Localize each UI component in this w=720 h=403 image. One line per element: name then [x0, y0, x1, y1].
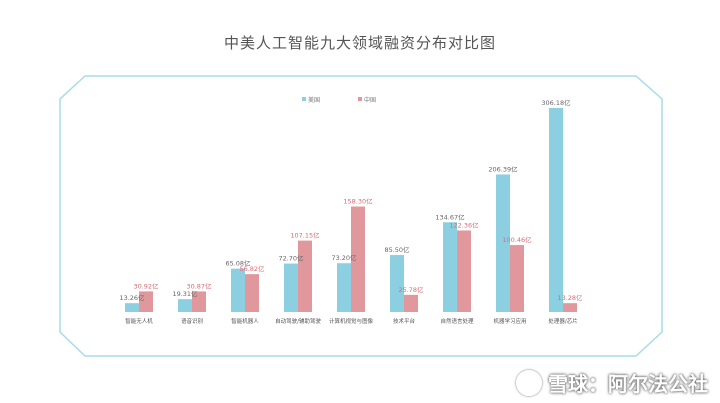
- watermark-text: 雪球：阿尔法公社: [548, 372, 708, 396]
- bar-0-7: [496, 174, 510, 312]
- value-label-1-5: 25.78亿: [398, 285, 424, 294]
- bar-0-8: [549, 108, 563, 312]
- bar-0-6: [443, 222, 457, 312]
- x-tick-label-2: 智能机器人: [231, 317, 259, 325]
- value-label-0-3: 72.70亿: [278, 254, 304, 263]
- value-label-0-1: 19.31亿: [172, 289, 198, 298]
- x-tick-label-5: 技术平台: [393, 317, 416, 325]
- bars-group: [125, 108, 577, 312]
- x-tick-label-8: 处理器/芯片: [548, 317, 577, 325]
- bar-1-1: [192, 291, 206, 312]
- value-label-1-4: 158.30亿: [343, 197, 373, 206]
- chart-title: 中美人工智能九大领域融资分布对比图: [223, 34, 496, 52]
- value-label-1-2: 56.82亿: [239, 264, 265, 273]
- bar-0-1: [178, 299, 192, 312]
- snowball-logo-icon: [516, 369, 542, 396]
- x-tick-label-3: 自动驾驶/辅助驾驶: [275, 317, 321, 325]
- bar-1-5: [404, 294, 418, 312]
- value-label-1-1: 30.87亿: [186, 281, 212, 290]
- value-label-1-7: 100.46亿: [502, 235, 532, 244]
- watermark: 雪球：阿尔法公社: [516, 368, 708, 397]
- legend-swatch-1: [358, 97, 362, 101]
- legend-label-0: 美国: [308, 96, 320, 104]
- legend-swatch-0: [302, 97, 306, 101]
- x-tick-label-7: 机器学习应用: [493, 317, 526, 325]
- bar-1-6: [457, 230, 471, 312]
- bar-0-3: [284, 263, 298, 312]
- bar-1-4: [351, 206, 365, 312]
- value-label-0-0: 13.26亿: [119, 293, 145, 302]
- x-tick-label-1: 语音识别: [181, 317, 203, 325]
- bar-1-2: [245, 274, 259, 312]
- legend: 美国 中国: [302, 96, 376, 104]
- bar-0-4: [337, 263, 351, 312]
- bar-1-3: [298, 240, 312, 312]
- x-tick-label-6: 自然语言处理: [440, 317, 474, 325]
- legend-label-1: 中国: [364, 96, 376, 104]
- value-label-0-2: 65.08亿: [225, 259, 251, 268]
- value-label-0-4: 73.20亿: [331, 253, 357, 262]
- x-axis-tick-labels: 智能无人机 语音识别 智能机器人 自动驾驶/辅助驾驶 计算机视觉与图像 技术平台 自然语言处…: [125, 317, 577, 325]
- value-label-1-6: 122.36亿: [449, 220, 479, 229]
- value-label-1-8: 13.28亿: [557, 293, 583, 302]
- chart-frame: [59, 75, 663, 357]
- value-label-0-7: 206.39亿: [488, 164, 518, 173]
- bar-0-5: [390, 255, 404, 312]
- value-label-1-3: 107.15亿: [290, 231, 320, 240]
- bar-1-7: [510, 245, 524, 312]
- value-label-0-6: 134.67亿: [435, 212, 465, 221]
- bar-1-8: [563, 303, 577, 312]
- x-tick-label-4: 计算机视觉与图像: [329, 317, 374, 325]
- x-tick-label-0: 智能无人机: [125, 317, 153, 325]
- bar-0-2: [231, 268, 245, 312]
- bar-0-0: [125, 303, 139, 312]
- bar-1-0: [139, 291, 153, 312]
- value-label-0-5: 85.50亿: [384, 245, 410, 254]
- value-label-1-0: 30.92亿: [133, 281, 159, 290]
- value-label-0-8: 306.18亿: [541, 98, 571, 107]
